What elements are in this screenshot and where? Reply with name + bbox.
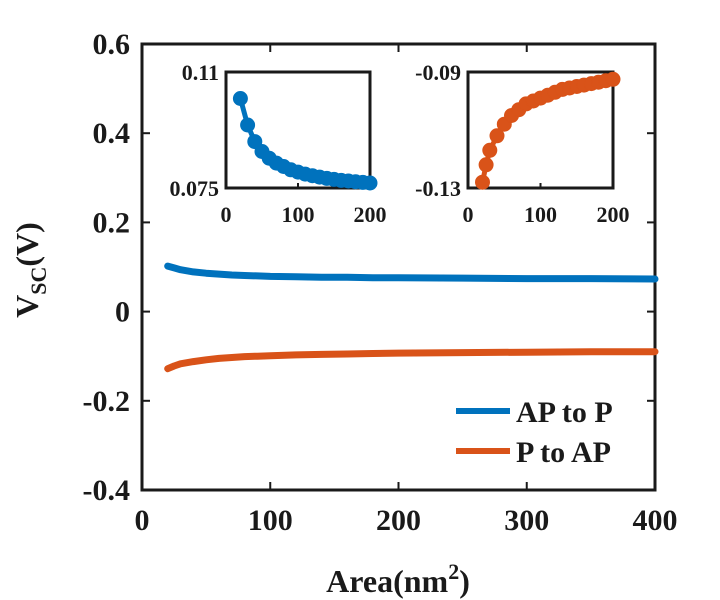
inset-y-tick-label: -0.09 bbox=[415, 60, 461, 85]
inset-data-point bbox=[232, 91, 248, 106]
y-axis-label-unit: (V) bbox=[9, 222, 45, 266]
series-line-ap-to-p bbox=[164, 262, 659, 283]
main-plot bbox=[140, 42, 657, 492]
y-tick-label: 0.2 bbox=[93, 206, 131, 239]
y-tick-label: 0.4 bbox=[93, 117, 131, 150]
inset-y-tick-label: 0.11 bbox=[182, 60, 219, 85]
inset-p-to-ap: 0 100 200 -0.09 -0.13 bbox=[415, 60, 629, 227]
y-axis-label-text: V bbox=[9, 295, 45, 318]
inset-x-tick-label: 100 bbox=[524, 202, 557, 227]
inset-data-point bbox=[362, 175, 378, 191]
y-tick-labels: -0.4 -0.2 0 0.2 0.4 0.6 bbox=[83, 28, 131, 507]
y-axis-label-subscript: SC bbox=[26, 267, 51, 295]
y-tick-label: -0.2 bbox=[83, 385, 131, 418]
y-tick-label: -0.4 bbox=[83, 474, 131, 507]
inset-x-tick-label: 100 bbox=[282, 202, 315, 227]
x-axis-label-close: ) bbox=[459, 563, 470, 599]
x-tick-label: 0 bbox=[135, 504, 150, 537]
inset-y-tick-label: 0.075 bbox=[170, 176, 220, 201]
x-axis-label-text: Area(nm bbox=[326, 563, 448, 599]
x-tick-label: 200 bbox=[376, 504, 421, 537]
inset-data-point bbox=[482, 142, 498, 158]
y-tick-label: 0.6 bbox=[93, 28, 131, 61]
inset-x-tick-label: 200 bbox=[354, 202, 387, 227]
y-axis-label: VSC(V) bbox=[9, 222, 51, 318]
inset-data-point bbox=[240, 117, 256, 133]
inset-data-point bbox=[605, 71, 621, 87]
x-tick-labels: 0 100 200 300 400 bbox=[135, 504, 678, 537]
inset-x-tick-label: 0 bbox=[463, 202, 474, 227]
inset-y-tick-label: -0.13 bbox=[415, 176, 461, 201]
y-tick-label: 0 bbox=[115, 296, 130, 329]
inset-data-point bbox=[478, 157, 494, 173]
series-lines bbox=[164, 262, 659, 373]
inset-ap-to-p: 0 100 200 0.075 0.11 bbox=[170, 60, 387, 227]
x-axis-label-superscript: 2 bbox=[448, 559, 459, 584]
x-tick-label: 400 bbox=[633, 504, 678, 537]
x-axis-label: Area(nm2) bbox=[326, 559, 470, 599]
legend: AP to P P to AP bbox=[456, 396, 613, 469]
x-tick-label: 300 bbox=[504, 504, 549, 537]
inset-data-point bbox=[475, 174, 490, 190]
inset-x-tick-label: 0 bbox=[221, 202, 232, 227]
legend-label-p-to-ap: P to AP bbox=[516, 436, 611, 469]
series-line-p-to-ap bbox=[164, 348, 659, 373]
inset-x-tick-label: 200 bbox=[597, 202, 630, 227]
inset-data-point bbox=[489, 128, 505, 144]
x-tick-label: 100 bbox=[248, 504, 293, 537]
legend-label-ap-to-p: AP to P bbox=[516, 396, 613, 429]
